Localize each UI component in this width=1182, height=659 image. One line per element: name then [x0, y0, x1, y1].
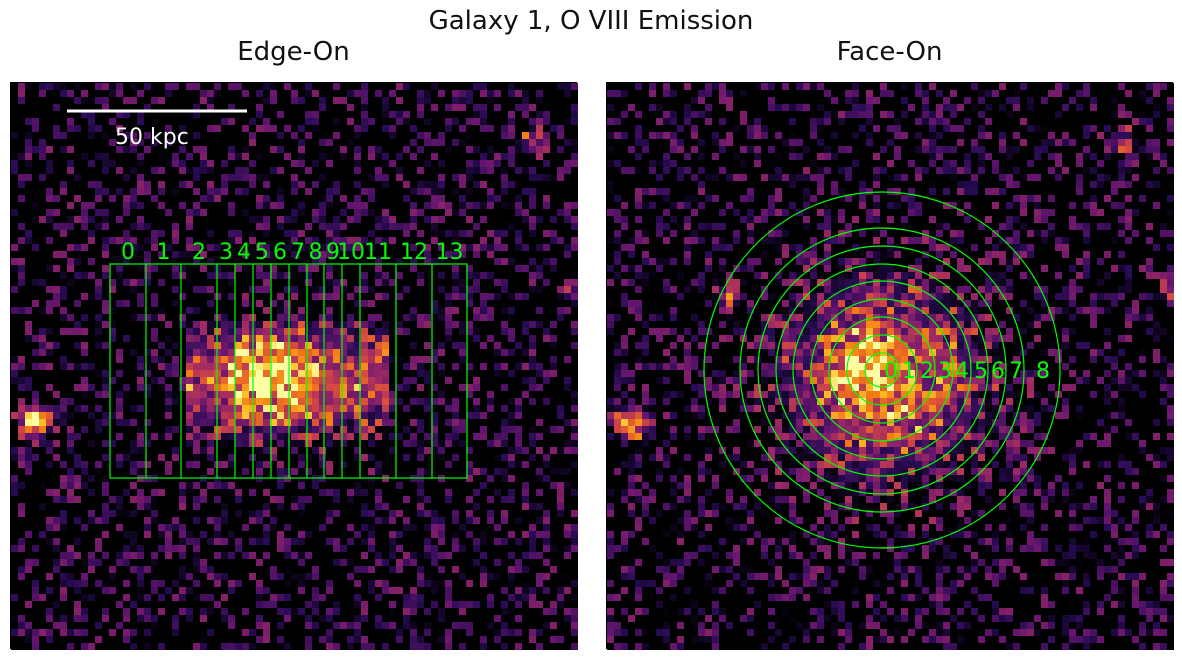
bin-label-3: 3: [219, 240, 233, 265]
bin-label-5: 5: [255, 240, 269, 265]
bin-label-10: 10: [337, 240, 365, 265]
edge-on-annotation-overlay: 0 1 2 3 4 5 6 7 8 910 11 12 13: [67, 109, 468, 479]
face-on-emission-image: [607, 83, 1174, 650]
ring-2: [828, 316, 936, 424]
ring-1: [846, 334, 918, 406]
edge-on-panel-title: Edge-On: [237, 37, 350, 67]
bin-label-6: 6: [273, 240, 287, 265]
bin-label-13: 13: [436, 240, 464, 265]
bin-label-7: 7: [291, 240, 305, 265]
bin-label-1: 1: [157, 240, 171, 265]
ring-label-8: 8: [1036, 359, 1050, 384]
ring-label-2: 2: [920, 359, 934, 384]
ring-label-7: 7: [1009, 359, 1023, 384]
ring-label-1: 1: [902, 359, 916, 384]
bin-label-9: 9: [326, 240, 340, 265]
ring-label-0: 0: [884, 359, 898, 384]
ring-3: [810, 298, 954, 442]
ring-label-5: 5: [974, 359, 988, 384]
ring-6: [757, 245, 1007, 495]
bin-label-4: 4: [237, 240, 251, 265]
edge-on-emission-image: [11, 83, 578, 650]
ring-label-3: 3: [938, 359, 952, 384]
face-on-panel-title: Face-On: [836, 37, 943, 67]
ring-0: [864, 352, 900, 388]
edge-on-emission-map: 0 1 2 3 4 5 6 7 8 9 10 11 12 13 50 kpc: [10, 82, 578, 650]
bin-label-12: 12: [400, 240, 428, 265]
ring-8: [703, 191, 1061, 549]
bin-label-11: 11: [364, 240, 392, 265]
ring-label-6: 6: [991, 359, 1005, 384]
figure-title: Galaxy 1, O VIII Emission: [428, 6, 754, 36]
scale-bar-label: 50 kpc: [115, 125, 189, 150]
ring-5: [775, 263, 989, 477]
ring-label-4: 4: [955, 359, 969, 384]
ring-7: [739, 227, 1025, 513]
bin-label-0: 0: [121, 240, 135, 265]
bin-label-2: 2: [192, 240, 206, 265]
ring-4: [792, 280, 972, 460]
bin-label-8: 8: [309, 240, 323, 265]
